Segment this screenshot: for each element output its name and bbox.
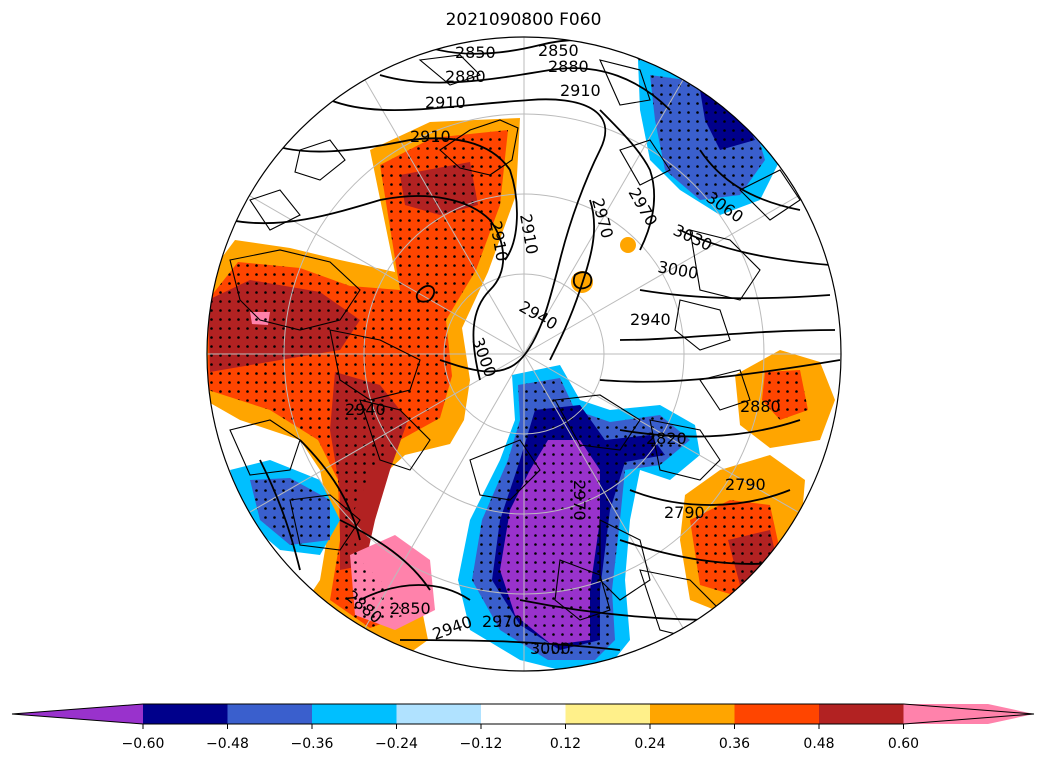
contour-label: 2970 xyxy=(482,612,523,631)
contour-label: 2790 xyxy=(725,475,766,494)
colorbar-tick-label: 0.24 xyxy=(634,736,666,752)
height-contours xyxy=(229,39,841,651)
contour-label: 3000 xyxy=(530,639,571,658)
coastlines xyxy=(229,54,801,641)
colorbar-tick-label: −0.12 xyxy=(459,736,503,752)
contour-label: 2880 xyxy=(548,57,589,76)
colorbar-segment xyxy=(481,704,566,724)
colorbar-segment xyxy=(734,704,820,724)
colorbar-tick-label: 0.60 xyxy=(887,736,920,752)
contour-label: 2910 xyxy=(410,127,451,146)
colorbar-segment xyxy=(650,704,735,724)
graticule xyxy=(207,37,841,671)
colorbar-tick-label: −0.36 xyxy=(290,736,334,752)
contour-label: 2820 xyxy=(646,429,687,448)
map-title: 2021090800 F060 xyxy=(445,10,602,30)
contour-label: 2940 xyxy=(345,400,386,419)
colorbar-segment xyxy=(12,704,143,724)
colorbar-segment xyxy=(312,704,397,724)
colorbar xyxy=(11,703,1035,729)
contour-label: 2850 xyxy=(390,599,431,618)
map-boundary xyxy=(206,36,842,672)
map-disk: 2850 2850 2880 2880 2910 2910 2910 2910 … xyxy=(207,37,841,671)
contour-label: 2910 xyxy=(560,81,601,100)
contour-label: 2940 xyxy=(630,310,671,329)
colorbar-segment xyxy=(565,704,651,724)
contour-label: 2790 xyxy=(664,503,705,522)
colorbar-tick-label: 0.12 xyxy=(549,736,582,752)
contour-label: 2880 xyxy=(445,67,486,86)
colorbar-tick-label: 0.48 xyxy=(803,736,835,752)
colorbar-segment xyxy=(143,704,228,724)
contour-label: 2850 xyxy=(538,41,579,60)
colorbar-segment xyxy=(819,704,904,724)
contour-label: 2970 xyxy=(570,480,589,521)
colorbar-segment xyxy=(396,704,482,724)
colorbar-tick-label: −0.48 xyxy=(206,736,249,752)
colorbar-segment xyxy=(903,704,1034,724)
colorbar-tick-label: −0.24 xyxy=(375,736,418,752)
contour-label: 2850 xyxy=(455,43,496,62)
contour-label: 2880 xyxy=(740,397,781,416)
contour-label: 2910 xyxy=(425,93,466,112)
colorbar-segment xyxy=(227,704,313,724)
colorbar-tick-label: 0.36 xyxy=(718,736,751,752)
colorbar-tick-label: −0.60 xyxy=(121,736,165,752)
